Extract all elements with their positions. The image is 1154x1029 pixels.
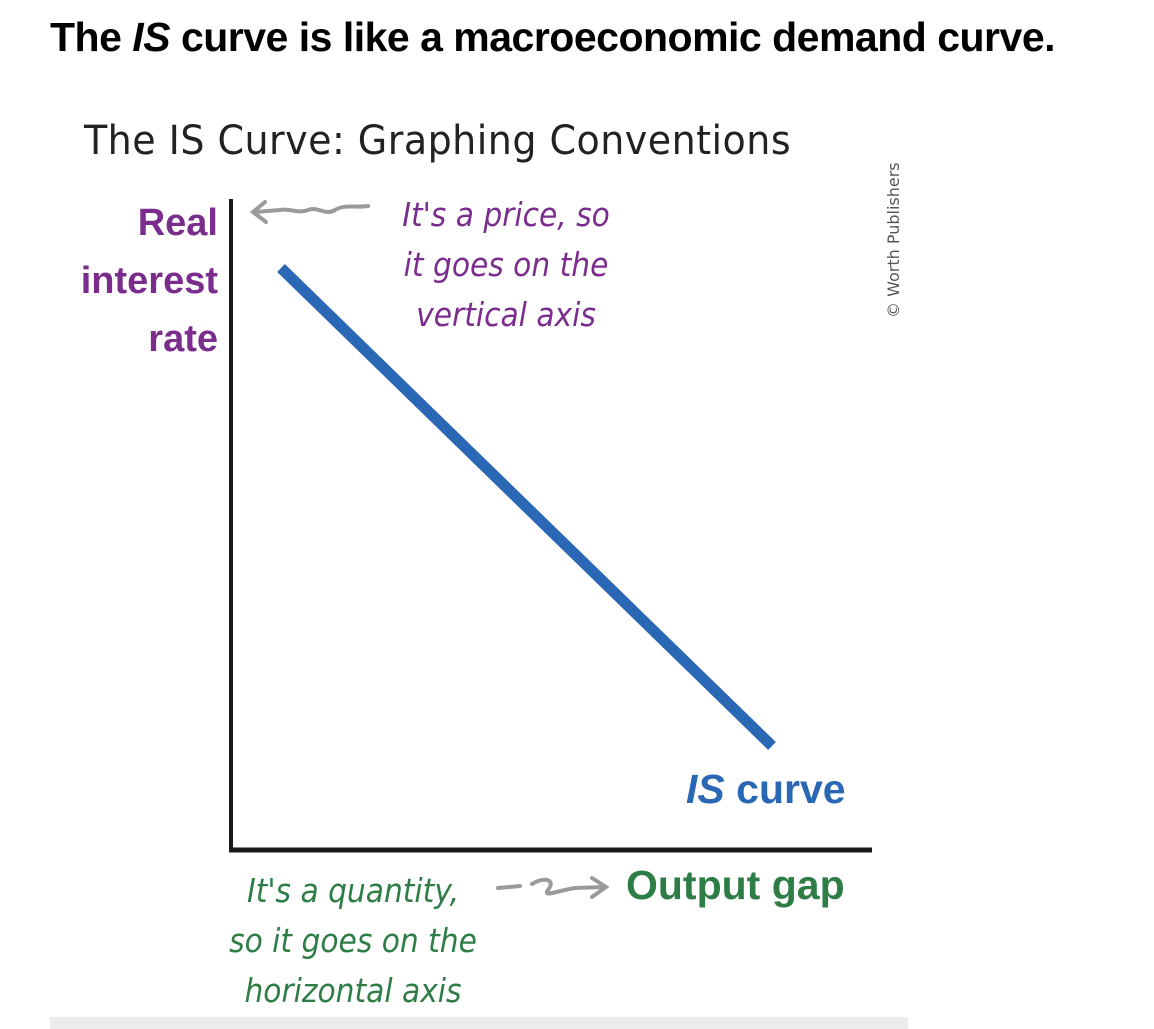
page-heading: The IS curve is like a macroeconomic dem… bbox=[50, 14, 1056, 61]
x-axis-note: It's a quantity, so it goes on the horiz… bbox=[200, 866, 506, 1016]
arrow-to-y-axis-icon bbox=[249, 200, 370, 224]
x-axis-label: Output gap bbox=[626, 862, 845, 908]
heading-italic: IS bbox=[132, 14, 171, 60]
y-axis-label-line: rate bbox=[148, 318, 218, 360]
curve-label-italic: IS bbox=[686, 766, 725, 812]
y-axis-label-line: Real bbox=[137, 202, 218, 244]
y-axis-note-line: it goes on the bbox=[403, 245, 609, 284]
curve-label: IS curve bbox=[686, 766, 846, 813]
x-axis-note-line: so it goes on the bbox=[229, 921, 477, 960]
bottom-bar bbox=[50, 1017, 908, 1029]
y-axis-label-line: interest bbox=[80, 260, 218, 302]
arrow-to-x-label-icon bbox=[496, 876, 610, 899]
is-curve-line bbox=[277, 264, 776, 750]
y-axis-note-line: It's a price, so bbox=[402, 195, 610, 234]
heading-suffix: curve is like a macroeconomic demand cur… bbox=[170, 14, 1056, 60]
x-axis-note-line: It's a quantity, bbox=[246, 871, 460, 910]
curve-label-suffix: curve bbox=[724, 766, 846, 812]
figure-title: The IS Curve: Graphing Conventions bbox=[84, 118, 792, 164]
heading-prefix: The bbox=[50, 14, 133, 60]
y-axis-label: Real interest rate bbox=[81, 194, 218, 368]
y-axis-note: It's a price, so it goes on the vertical… bbox=[380, 190, 632, 340]
y-axis-note-line: vertical axis bbox=[416, 295, 596, 334]
x-axis-note-line: horizontal axis bbox=[244, 971, 462, 1010]
